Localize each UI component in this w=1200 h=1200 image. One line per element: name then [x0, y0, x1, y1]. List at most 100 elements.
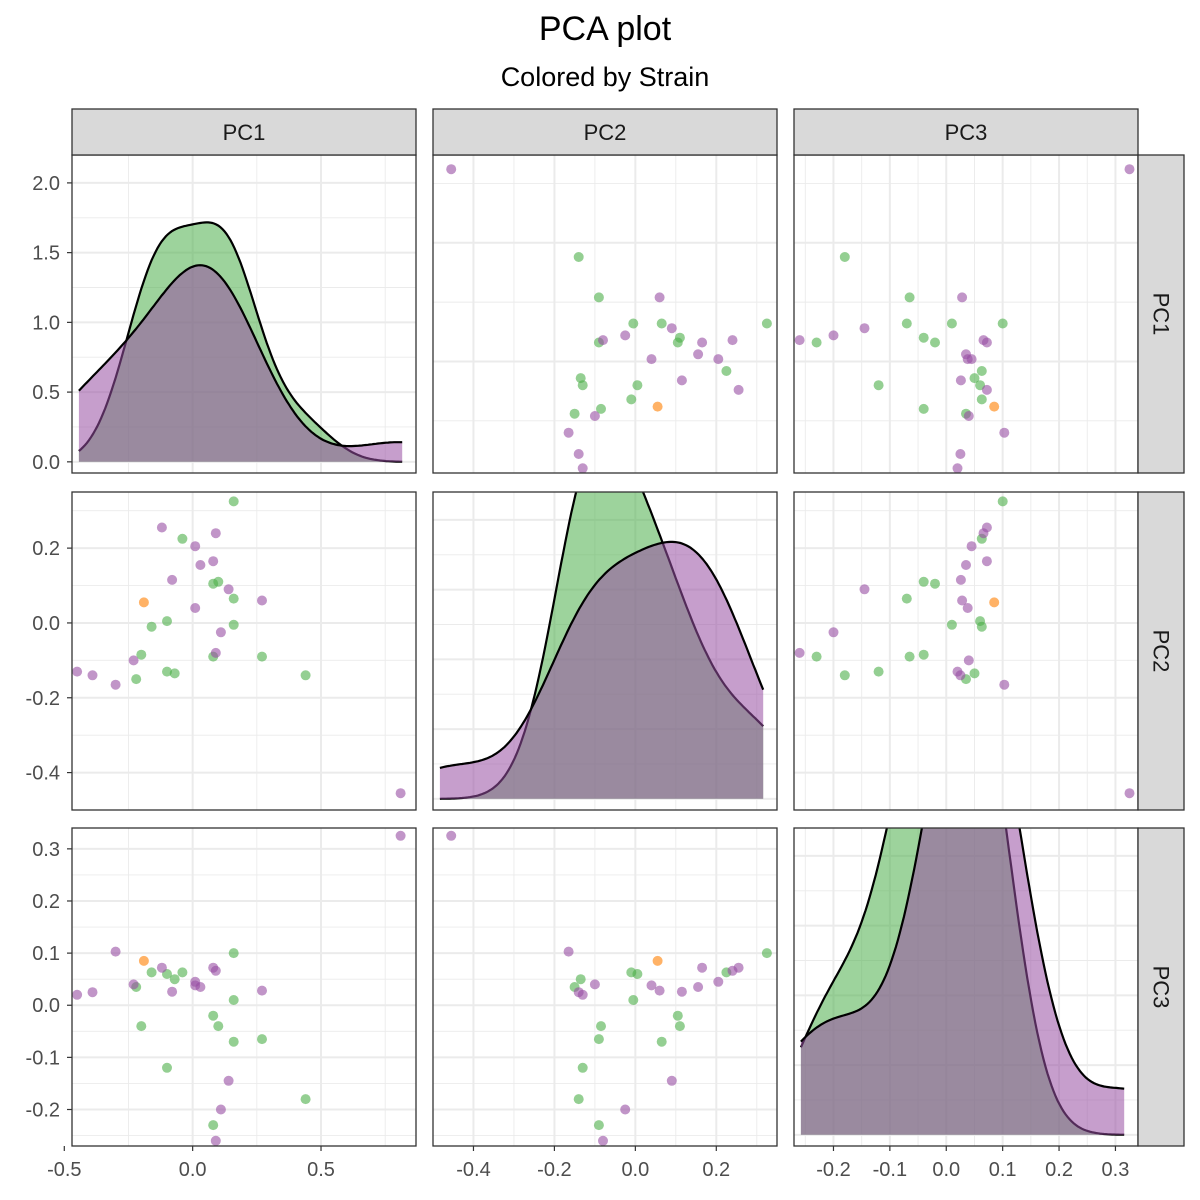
- panel-pc2-pc2: [432, 491, 778, 811]
- scatter-point-series-3: [989, 597, 1000, 608]
- scatter-point-series-1: [596, 1021, 606, 1032]
- scatter-point-series-1: [596, 403, 606, 414]
- scatter-point-series-1: [177, 967, 188, 978]
- strip-label: PC3: [1149, 966, 1174, 1009]
- scatter-point-series-2: [999, 679, 1010, 690]
- strip-right-pc1: PC1: [1137, 154, 1185, 474]
- panel-pc1-pc2: [432, 154, 778, 474]
- scatter-point-series-2: [446, 830, 457, 841]
- scatter-point-series-2: [952, 666, 963, 677]
- x-tick-label: 0.0: [621, 1159, 649, 1181]
- scatter-point-series-2: [955, 574, 966, 585]
- scatter-point-series-1: [136, 1021, 147, 1032]
- scatter-point-series-2: [223, 584, 234, 595]
- panel-pc1-pc3: [793, 154, 1139, 474]
- panel-border: [432, 491, 778, 811]
- scatter-point-series-1: [976, 366, 987, 376]
- scatter-point-series-1: [208, 1010, 219, 1021]
- scatter-point-series-2: [733, 384, 744, 395]
- panel-marks: [72, 830, 406, 1146]
- scatter-point-series-1: [573, 1094, 584, 1105]
- scatter-point-series-2: [573, 449, 584, 459]
- x-tick-label: -0.1: [873, 1159, 907, 1181]
- panel-marks: [439, 492, 765, 800]
- scatter-point-series-2: [955, 375, 966, 386]
- scatter-point-series-2: [589, 979, 600, 990]
- y-tick-label: 0.5: [32, 382, 60, 404]
- scatter-point-series-2: [215, 1104, 226, 1115]
- scatter-point-series-3: [989, 401, 1000, 412]
- scatter-point-series-1: [628, 318, 639, 329]
- scatter-point-series-2: [446, 164, 457, 175]
- scatter-point-series-1: [573, 252, 584, 262]
- scatter-point-series-2: [794, 647, 805, 658]
- scatter-point-series-1: [930, 337, 940, 348]
- scatter-point-series-1: [169, 668, 180, 679]
- scatter-point-series-1: [918, 403, 929, 414]
- scatter-point-series-2: [713, 354, 724, 365]
- scatter-point-series-1: [918, 332, 929, 343]
- scatter-point-series-1: [904, 292, 915, 303]
- scatter-point-series-1: [208, 578, 219, 589]
- y-tick-label: 1.5: [32, 243, 60, 265]
- scatter-point-series-1: [901, 318, 912, 329]
- scatter-point-series-2: [620, 1104, 631, 1115]
- scatter-point-series-2: [963, 655, 974, 666]
- density-line-series-2: [439, 540, 765, 769]
- scatter-point-series-2: [963, 411, 974, 421]
- scatter-point-series-2: [563, 427, 574, 438]
- scatter-point-series-2: [676, 986, 687, 997]
- scatter-point-series-1: [146, 967, 157, 978]
- strip-right-pc3: PC3: [1137, 827, 1185, 1147]
- scatter-point-series-1: [976, 394, 987, 405]
- scatter-point-series-1: [969, 373, 980, 384]
- y-tick-label: 0.2: [32, 538, 60, 560]
- scatter-point-series-1: [811, 337, 822, 348]
- scatter-point-series-2: [395, 788, 406, 799]
- panel-background: [433, 155, 777, 473]
- scatter-point-series-1: [228, 496, 239, 507]
- scatter-point-series-1: [593, 292, 604, 303]
- scatter-point-series-1: [997, 318, 1008, 329]
- density-line-series-2: [78, 264, 403, 448]
- scatter-point-series-1: [177, 533, 188, 544]
- scatter-point-series-3: [138, 955, 149, 966]
- y-tick-label: -0.4: [26, 763, 60, 785]
- scatter-point-series-2: [190, 980, 201, 991]
- panel-marks: [794, 496, 1135, 799]
- scatter-point-series-2: [952, 463, 963, 473]
- scatter-point-series-2: [110, 946, 121, 957]
- panel-marks: [446, 164, 772, 473]
- x-tick-label: -0.5: [47, 1159, 81, 1181]
- scatter-point-series-1: [721, 366, 732, 376]
- scatter-point-series-1: [577, 380, 588, 391]
- scatter-point-series-2: [654, 292, 665, 303]
- scatter-point-series-2: [859, 584, 870, 595]
- scatter-point-series-2: [395, 830, 406, 841]
- strip-label: PC1: [1149, 293, 1174, 336]
- panel-marks: [72, 496, 406, 799]
- scatter-point-series-2: [223, 1075, 234, 1086]
- scatter-point-series-2: [697, 962, 708, 973]
- scatter-point-series-1: [672, 1010, 683, 1021]
- strip-background: [793, 108, 1139, 156]
- panel-pc3-pc1: -0.2 -0.1 0.0 0.1 0.2 0.3 -0.5 0.0 0.5: [26, 827, 417, 1181]
- scatter-point-series-2: [828, 627, 839, 638]
- scatter-point-series-2: [156, 962, 167, 973]
- panel-marks: [446, 830, 772, 1146]
- scatter-point-series-2: [1124, 164, 1135, 175]
- x-tick-label: 0.1: [989, 1159, 1017, 1181]
- scatter-point-series-1: [577, 1062, 588, 1073]
- x-tick-label: 0.0: [179, 1159, 207, 1181]
- scatter-point-series-2: [859, 323, 870, 334]
- y-tick-label: 1.0: [32, 312, 60, 334]
- panel-border: [432, 827, 778, 1147]
- y-tick-label: 0.2: [32, 891, 60, 913]
- scatter-point-series-1: [593, 1120, 604, 1131]
- scatter-point-series-2: [957, 292, 968, 303]
- y-tick-label: 0.0: [32, 995, 60, 1017]
- y-tick-label: -0.1: [26, 1047, 60, 1069]
- scatter-point-series-1: [873, 666, 884, 677]
- x-tick-label: 0.3: [1102, 1159, 1130, 1181]
- strip-background: [432, 108, 778, 156]
